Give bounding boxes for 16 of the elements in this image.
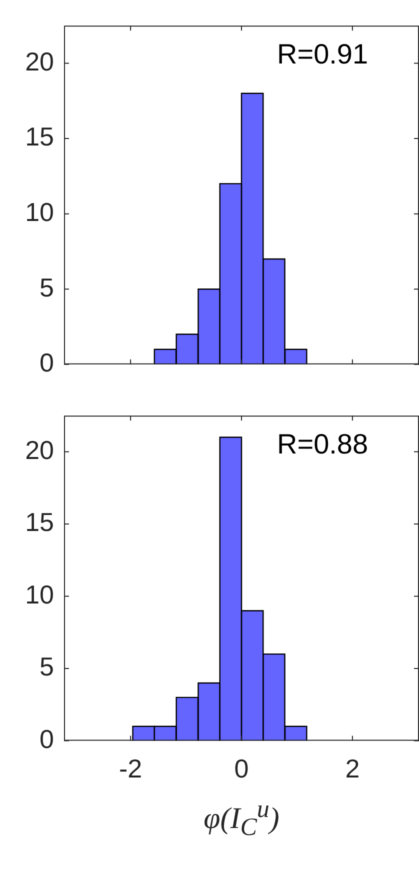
x-tick-label: 0 [234, 754, 249, 784]
y-tick-label: 0 [40, 348, 54, 378]
y-tick-label: 20 [25, 434, 54, 465]
y-tick-label: 15 [25, 507, 54, 538]
y-tick-label: 5 [40, 272, 54, 302]
x-tick-label: -2 [119, 754, 142, 784]
y-tick-label: 15 [25, 122, 54, 152]
y-tick-label: 10 [25, 196, 54, 227]
y-tick-label: 0 [40, 724, 54, 754]
y-tick-label: 10 [25, 579, 54, 610]
annotation: R=0.91 [277, 38, 368, 70]
y-tick-label: 20 [25, 46, 54, 76]
x-axis-title: φ(I$_{C}$$^{u}$) [202, 796, 280, 842]
y-tick-label: 5 [40, 652, 54, 682]
x-tick-label: 2 [345, 754, 360, 784]
annotation: R=0.88 [277, 428, 368, 460]
